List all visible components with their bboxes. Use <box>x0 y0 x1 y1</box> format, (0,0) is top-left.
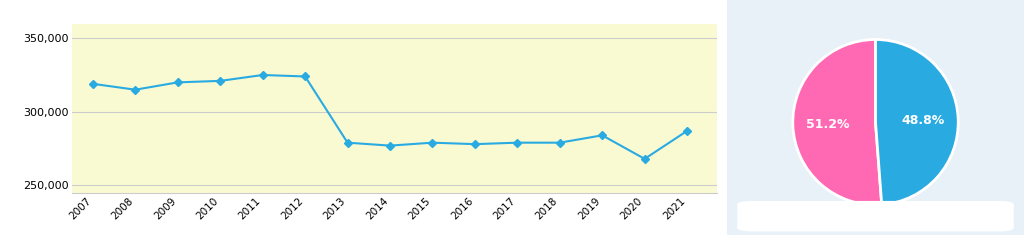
Wedge shape <box>793 39 882 205</box>
Text: 51.2%: 51.2% <box>806 118 849 130</box>
Wedge shape <box>876 39 958 205</box>
Text: 48.8%: 48.8% <box>902 114 945 127</box>
